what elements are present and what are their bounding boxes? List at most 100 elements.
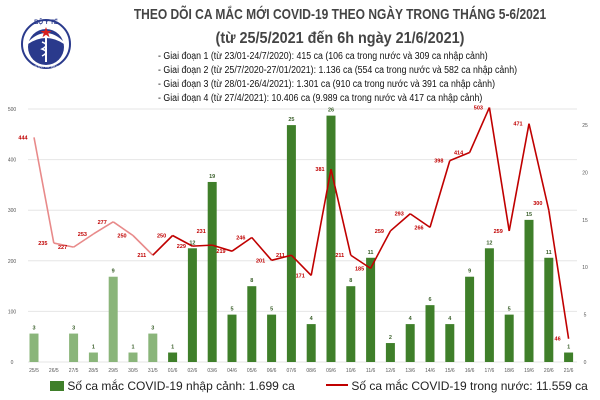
bar-data-label: 19 bbox=[209, 174, 215, 180]
bar bbox=[465, 276, 475, 362]
bar bbox=[544, 257, 554, 362]
line-data-label: 300 bbox=[533, 201, 542, 207]
bar-data-label: 11 bbox=[546, 250, 552, 256]
bar bbox=[326, 115, 336, 362]
line-segment bbox=[350, 254, 372, 270]
line-data-label: 444 bbox=[18, 135, 28, 141]
line-data-label: 211 bbox=[335, 253, 344, 259]
line-data-label: 185 bbox=[355, 266, 364, 272]
x-axis-tick-label: 10/6 bbox=[346, 368, 356, 374]
line-data-label: 201 bbox=[256, 258, 265, 264]
bar-data-label: 8 bbox=[349, 278, 352, 284]
x-axis-tick-label: 16/6 bbox=[465, 368, 475, 374]
right-axis-tick-label: 25 bbox=[582, 123, 588, 129]
chart-subtitle: (từ 25/5/2021 đến 6h ngày 21/6/2021) bbox=[215, 30, 465, 47]
line-data-label: 250 bbox=[157, 234, 166, 240]
bar-data-label: 9 bbox=[468, 269, 471, 275]
line-segment bbox=[508, 123, 530, 232]
bar bbox=[128, 352, 138, 362]
x-axis-tick-label: 17/6 bbox=[485, 368, 495, 374]
x-axis-tick-label: 25/5 bbox=[29, 368, 39, 374]
bar-data-label: 5 bbox=[230, 307, 233, 313]
bar bbox=[564, 352, 574, 362]
ministry-of-health-logo: BỘ Y TẾ MINISTRY OF HEALTH bbox=[21, 18, 71, 69]
line-data-label: 231 bbox=[197, 229, 206, 235]
bar-data-label: 4 bbox=[409, 316, 413, 322]
line-segment bbox=[152, 234, 174, 256]
line-segment bbox=[33, 137, 55, 244]
x-axis-tick-label: 12/6 bbox=[386, 368, 396, 374]
line-data-label: 211 bbox=[276, 253, 285, 259]
bar-data-label: 12 bbox=[189, 240, 195, 246]
line-data-label: 381 bbox=[315, 167, 324, 173]
bar bbox=[29, 333, 39, 362]
left-axis-tick-label: 500 bbox=[8, 107, 17, 113]
bar bbox=[247, 286, 257, 362]
line-segment bbox=[528, 123, 550, 211]
bar-data-label: 9 bbox=[112, 269, 115, 275]
bar bbox=[484, 248, 494, 362]
bar bbox=[425, 305, 435, 362]
bar bbox=[366, 257, 376, 362]
left-axis-tick-label: 100 bbox=[8, 309, 17, 315]
line-data-label: 471 bbox=[513, 122, 522, 128]
bar bbox=[385, 343, 395, 362]
x-axis-tick-label: 01/6 bbox=[168, 368, 178, 374]
bar bbox=[207, 181, 217, 362]
line-segment bbox=[310, 169, 332, 276]
bar-data-label: 8 bbox=[250, 278, 253, 284]
legend-bar-swatch bbox=[50, 381, 64, 391]
line-data-label: 266 bbox=[414, 225, 423, 231]
line-segment bbox=[488, 107, 510, 232]
legend-bar: Số ca mắc COVID-19 nhập cảnh: 1.699 ca bbox=[50, 379, 295, 393]
bar bbox=[306, 324, 316, 362]
line-segment bbox=[73, 233, 94, 248]
bar bbox=[148, 333, 158, 362]
line-segment bbox=[192, 244, 213, 247]
line-segment bbox=[92, 221, 114, 235]
bar bbox=[524, 219, 534, 362]
bar-data-label: 4 bbox=[448, 316, 452, 322]
right-axis-tick-label: 10 bbox=[582, 265, 588, 271]
line-segment bbox=[449, 151, 470, 162]
line-data-label: 235 bbox=[38, 241, 47, 247]
phase-note: - Giai đoạn 4 (từ 27/4/2021): 10.406 ca … bbox=[158, 93, 483, 104]
phase-note: - Giai đoạn 2 (từ 25/7/2020-27/01/2021):… bbox=[158, 65, 518, 76]
line-segment bbox=[548, 210, 570, 339]
bar bbox=[227, 314, 237, 362]
x-axis-tick-label: 03/6 bbox=[207, 368, 217, 374]
phase-note: - Giai đoạn 1 (từ 23/01-24/7/2020): 415 … bbox=[158, 51, 488, 62]
bar-data-label: 3 bbox=[32, 326, 35, 332]
line-data-label: 503 bbox=[474, 105, 483, 111]
line-segment bbox=[112, 221, 134, 237]
line-data-label: 259 bbox=[375, 229, 384, 235]
x-axis-tick-label: 09/6 bbox=[326, 368, 336, 374]
x-axis-tick-label: 13/6 bbox=[405, 368, 415, 374]
bar bbox=[405, 324, 415, 362]
x-axis-tick-label: 29/5 bbox=[108, 368, 118, 374]
line-data-label: 227 bbox=[58, 245, 67, 251]
line-segment bbox=[211, 244, 233, 252]
bar-data-label: 12 bbox=[486, 240, 492, 246]
line-segment bbox=[172, 234, 193, 247]
line-segment bbox=[290, 254, 312, 277]
left-axis-tick-label: 300 bbox=[8, 208, 17, 214]
line-data-label: 250 bbox=[117, 234, 126, 240]
x-axis-tick-label: 27/5 bbox=[69, 368, 79, 374]
x-axis-tick-label: 30/5 bbox=[128, 368, 138, 374]
line-segment bbox=[251, 236, 273, 261]
bar-data-label: 1 bbox=[171, 345, 174, 351]
x-axis-tick-label: 11/6 bbox=[366, 368, 376, 374]
bar-data-label: 3 bbox=[72, 326, 75, 332]
line-data-label: 171 bbox=[296, 273, 305, 279]
line-segment bbox=[330, 169, 352, 256]
bar-data-label: 2 bbox=[389, 335, 392, 341]
bar bbox=[108, 276, 118, 362]
bar bbox=[69, 333, 79, 362]
right-axis-tick-label: 15 bbox=[582, 218, 588, 224]
bar bbox=[445, 324, 455, 362]
x-axis-tick-label: 20/6 bbox=[544, 368, 554, 374]
bar-data-label: 1 bbox=[567, 345, 570, 351]
bar bbox=[187, 248, 197, 362]
